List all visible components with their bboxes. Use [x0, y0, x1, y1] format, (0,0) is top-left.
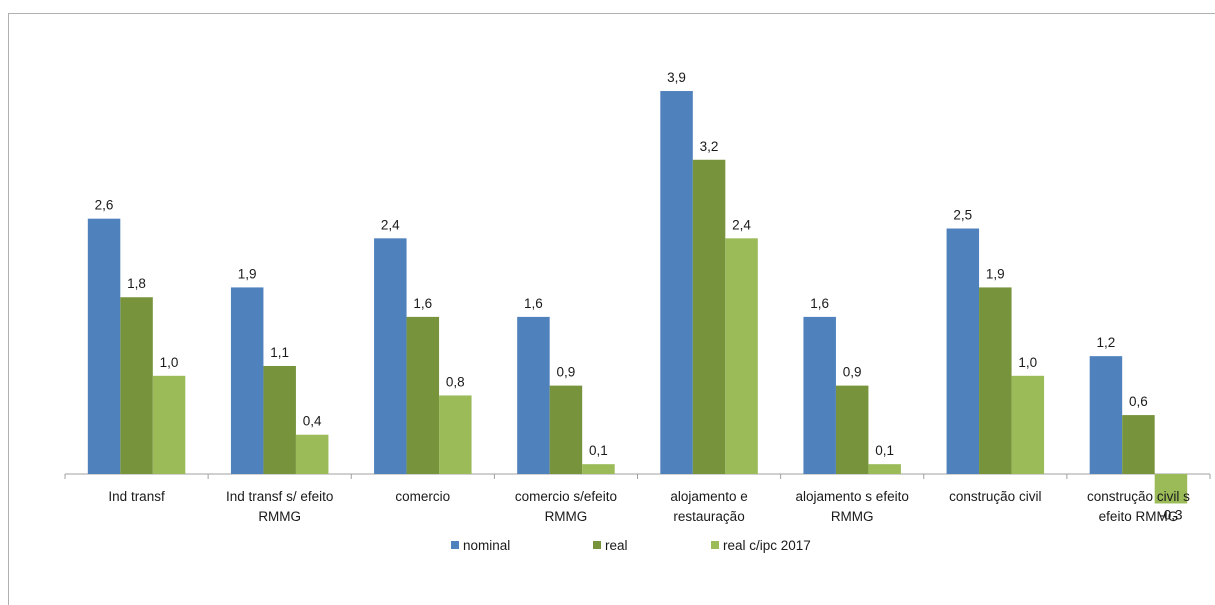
bar: [549, 385, 583, 474]
category-label: Ind transf s/ efeito: [226, 489, 333, 504]
category-label: alojamento e: [670, 489, 747, 504]
data-label: 1,0: [160, 355, 179, 370]
bar: [439, 395, 472, 474]
category-label: comercio s/efeito: [515, 489, 617, 504]
data-label: 1,6: [524, 296, 543, 311]
legend-swatch: [711, 541, 719, 549]
category-label: Ind transf: [108, 489, 165, 504]
data-label: 3,2: [700, 139, 719, 154]
data-label: 0,9: [557, 365, 576, 380]
bar: [582, 464, 615, 474]
category-label: comercio: [395, 489, 450, 504]
bar: [517, 316, 550, 474]
bar: [946, 228, 980, 474]
legend-label: real c/ipc 2017: [723, 538, 811, 553]
bar: [374, 238, 407, 474]
bar: [1089, 356, 1123, 474]
bar: [835, 385, 869, 474]
data-label: 0,6: [1129, 394, 1148, 409]
legend-label: real: [605, 538, 628, 553]
category-label: RMMG: [831, 509, 874, 524]
bar: [1011, 375, 1045, 474]
bar: [406, 316, 440, 474]
bar: [263, 365, 296, 474]
bar: [725, 238, 758, 474]
chart-frame: [8, 13, 1215, 605]
data-label: 1,6: [810, 296, 829, 311]
legend-swatch: [451, 541, 459, 549]
bar: [230, 287, 264, 474]
bar: [152, 375, 186, 474]
data-label: 1,8: [127, 276, 146, 291]
data-label: 2,4: [381, 217, 400, 232]
legend-swatch: [593, 541, 601, 549]
bar: [803, 316, 836, 474]
data-label: 1,1: [270, 345, 289, 360]
data-label: 0,1: [875, 443, 894, 458]
category-label: alojamento s efeito: [796, 489, 909, 504]
bar: [692, 159, 726, 474]
data-label: 1,9: [238, 266, 257, 281]
data-label: 0,9: [843, 365, 862, 380]
data-label: 2,4: [732, 217, 751, 232]
data-label: 1,6: [413, 296, 432, 311]
bar: [868, 464, 901, 474]
category-label: efeito RMMG: [1099, 509, 1179, 524]
bar: [1122, 415, 1155, 474]
category-label: construção civil: [949, 489, 1041, 504]
data-label: 0,1: [589, 443, 608, 458]
bar: [120, 297, 153, 474]
category-label: RMMG: [258, 509, 301, 524]
data-label: 1,0: [1018, 355, 1037, 370]
data-label: 2,5: [953, 208, 972, 223]
category-label: RMMG: [545, 509, 588, 524]
bar: [1154, 474, 1188, 504]
legend-label: nominal: [463, 538, 510, 553]
data-label: 0,4: [303, 414, 322, 429]
category-label: construção civil s: [1087, 489, 1190, 504]
data-label: -0,3: [1159, 507, 1182, 522]
bar: [979, 287, 1012, 474]
data-label: 2,6: [95, 198, 114, 213]
data-label: 1,2: [1097, 335, 1116, 350]
bar: [87, 218, 121, 474]
data-label: 3,9: [667, 70, 686, 85]
category-label: restauração: [673, 509, 744, 524]
bar: [295, 434, 329, 474]
data-label: 1,9: [986, 266, 1005, 281]
bar: [660, 91, 693, 475]
data-label: 0,8: [446, 374, 465, 389]
